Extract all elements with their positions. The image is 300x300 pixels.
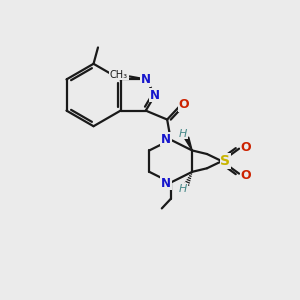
Text: N: N: [161, 177, 171, 190]
Text: S: S: [220, 154, 230, 168]
Text: O: O: [178, 98, 189, 111]
Text: N: N: [150, 88, 160, 101]
Text: N: N: [141, 73, 151, 86]
Text: CH₃: CH₃: [110, 70, 128, 80]
Text: O: O: [240, 141, 251, 154]
Text: H: H: [179, 184, 188, 194]
Text: N: N: [161, 133, 171, 146]
Polygon shape: [185, 137, 192, 150]
Text: H: H: [179, 128, 188, 139]
Text: O: O: [240, 169, 251, 182]
